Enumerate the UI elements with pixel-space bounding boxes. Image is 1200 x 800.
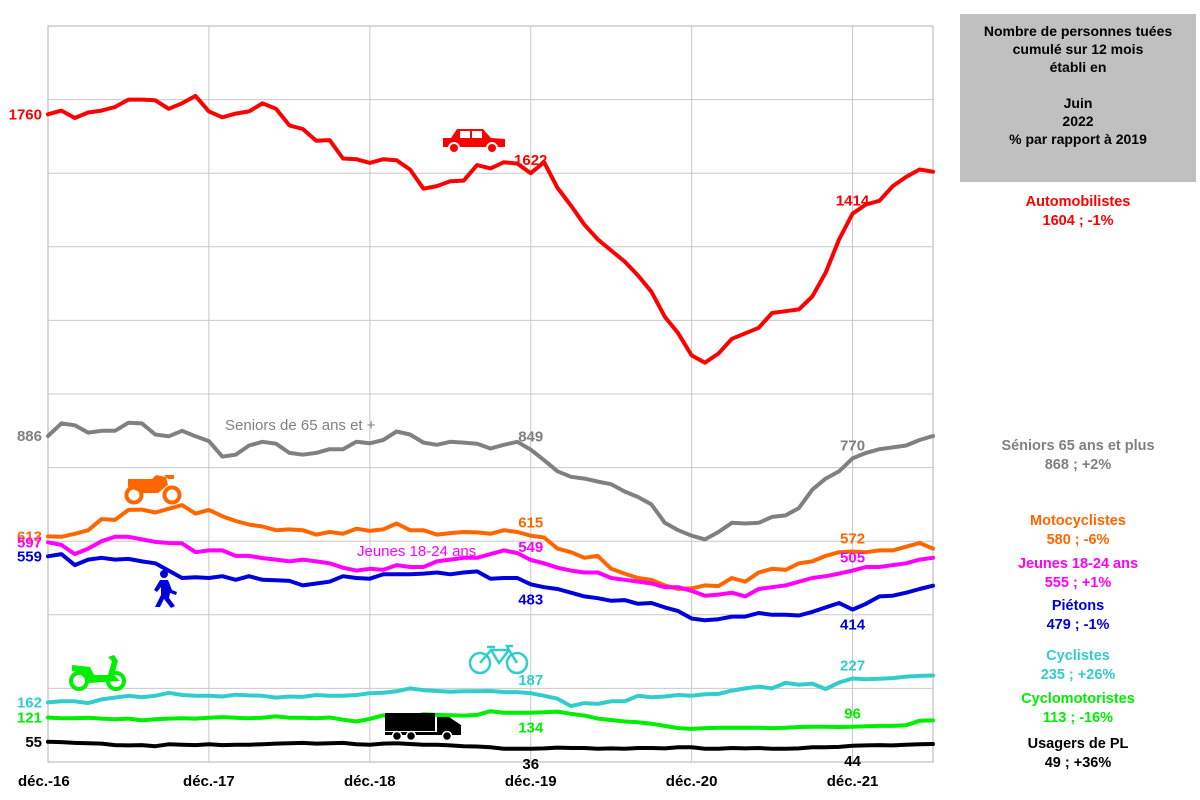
info-line [960, 76, 1196, 94]
legend-value: 235 ; +26% [1040, 667, 1116, 683]
legend-cyclistes: Cyclistes 235 ; +26% [960, 647, 1196, 685]
point-label-motocyclistes: 615 [518, 515, 543, 532]
car-icon [443, 129, 505, 154]
point-label-seniors: 849 [518, 429, 543, 446]
info-line: cumulé sur 12 mois [1012, 41, 1144, 57]
x-tick-label: déc.-18 [344, 773, 396, 790]
series-label-seniors: Seniors de 65 ans et + [225, 417, 376, 434]
legend-motocyclistes: Motocyclistes 580 ; -6% [960, 512, 1196, 550]
x-tick-label: déc.-16 [18, 773, 70, 790]
legend-jeunes: Jeunes 18-24 ans 555 ; +1% [960, 555, 1196, 593]
point-label-automobilistes: 1414 [836, 193, 870, 210]
legend-value: 555 ; +1% [1044, 575, 1112, 591]
series-line-seniors [46, 420, 935, 542]
x-tick-label: déc.-20 [666, 773, 718, 790]
point-label-cyclistes: 227 [840, 657, 865, 674]
legend-name: Cyclistes [1046, 648, 1110, 664]
moped-icon [69, 655, 126, 691]
point-label-usagers_pl: 55 [25, 734, 42, 751]
point-label-cyclomotoristes: 134 [518, 720, 544, 737]
legend-seniors: Séniors 65 ans et plus 868 ; +2% [960, 437, 1196, 475]
legend-pietons: Piétons 479 ; -1% [960, 597, 1196, 635]
x-axis-ticks: déc.-16 déc.-17 déc.-18 déc.-19 déc.-20 déc.-… [18, 773, 878, 790]
info-box: Nombre de personnes tuées cumulé sur 12 … [960, 14, 1196, 182]
point-label-usagers_pl: 44 [844, 753, 861, 770]
point-label-cyclomotoristes: 96 [844, 706, 861, 723]
point-label-pietons: 559 [17, 548, 42, 565]
motorcycle-icon [124, 475, 182, 505]
legend-name: Motocyclistes [1030, 513, 1126, 529]
legend-value: 113 ; -16% [1042, 710, 1114, 726]
series-line-usagers_pl [46, 739, 935, 751]
point-labels: 1760 1622 1414 886 849 770 613 615 572 597 549 505 5… [9, 106, 870, 772]
point-label-jeunes: 597 [17, 534, 42, 551]
grid-lines [48, 26, 933, 762]
info-line: Juin [1063, 95, 1093, 111]
series-label-jeunes: Jeunes 18-24 ans [357, 543, 476, 560]
truck-icon [385, 713, 461, 742]
point-label-cyclistes: 162 [17, 694, 42, 711]
info-line: Nombre de personnes tuées [983, 23, 1173, 39]
legend-name: Jeunes 18-24 ans [1017, 556, 1139, 572]
legend-value: 868 ; +2% [1044, 457, 1112, 473]
point-label-jeunes: 549 [518, 539, 543, 556]
series-line-cyclistes [46, 673, 935, 709]
series-line-automobilistes [46, 93, 935, 365]
legend-name: Usagers de PL [1027, 736, 1129, 752]
series-line-pietons [46, 552, 935, 623]
point-label-cyclomotoristes: 121 [17, 709, 42, 726]
legend-automobilistes: Automobilistes 1604 ; -1% [960, 193, 1196, 231]
point-label-seniors: 770 [840, 437, 865, 454]
point-label-pietons: 483 [518, 591, 543, 608]
point-label-pietons: 414 [840, 617, 866, 634]
point-label-automobilistes: 1622 [514, 152, 547, 169]
series-line-motocyclistes [46, 503, 935, 591]
point-label-motocyclistes: 572 [840, 531, 865, 548]
legend-name: Cyclomotoristes [1021, 691, 1135, 707]
series-line-cyclomotoristes [46, 709, 935, 731]
legend-value: 479 ; -1% [1046, 617, 1110, 633]
point-label-usagers_pl: 36 [522, 756, 539, 773]
pedestrian-icon [154, 570, 177, 608]
legend-cyclomotoristes: Cyclomotoristes 113 ; -16% [960, 690, 1196, 728]
info-line: 2022 [1062, 113, 1094, 129]
x-tick-label: déc.-19 [505, 773, 557, 790]
legend-value: 1604 ; -1% [1042, 213, 1114, 229]
point-label-seniors: 886 [17, 428, 42, 445]
x-tick-label: déc.-21 [827, 773, 879, 790]
line-chart: 1760 1622 1414 886 849 770 613 615 572 597 549 505 5… [9, 25, 935, 790]
legend-name: Automobilistes [1025, 194, 1131, 210]
legend-name: Séniors 65 ans et plus [1001, 438, 1155, 454]
bicycle-icon [468, 644, 529, 675]
legend-name: Piétons [1051, 598, 1105, 614]
point-label-automobilistes: 1760 [9, 106, 42, 123]
legend-value: 49 ; +36% [1044, 755, 1112, 771]
point-label-cyclistes: 187 [518, 672, 543, 689]
x-tick-label: déc.-17 [183, 773, 235, 790]
legend-value: 580 ; -6% [1046, 532, 1110, 548]
legend-usagers-pl: Usagers de PL 49 ; +36% [960, 735, 1196, 773]
info-line: établi en [1049, 59, 1107, 75]
point-label-motocyclistes: 613 [17, 528, 42, 545]
series-lines [46, 93, 935, 751]
info-line: % par rapport à 2019 [1009, 131, 1147, 147]
series-line-jeunes [46, 534, 935, 599]
category-icons [69, 129, 529, 742]
point-label-jeunes: 505 [840, 550, 865, 567]
